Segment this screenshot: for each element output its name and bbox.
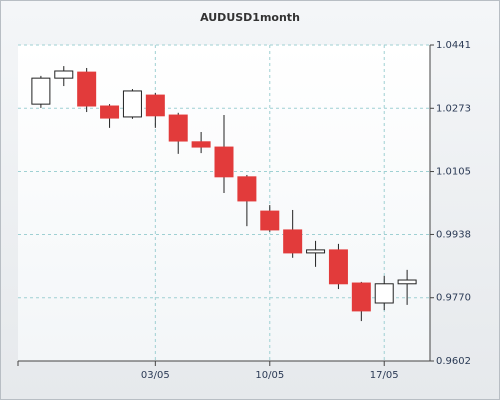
- candle-body: [122, 90, 142, 118]
- candle-body: [31, 77, 51, 105]
- x-tick-label: 03/05: [141, 370, 170, 381]
- candle-body: [191, 141, 211, 148]
- candle-body: [54, 70, 74, 79]
- y-tick-label: 1.0105: [436, 167, 471, 178]
- y-tick-label: 1.0441: [436, 40, 471, 51]
- y-tick-label: 1.0273: [436, 103, 471, 114]
- y-tick-label: 0.9938: [436, 229, 471, 240]
- candle-body: [397, 279, 417, 285]
- candle-body: [374, 283, 394, 304]
- candle-body: [145, 94, 165, 117]
- candle-body: [306, 249, 326, 254]
- candle-body: [168, 114, 188, 142]
- candle-body: [260, 210, 280, 231]
- chart-title: AUDUSD1month: [200, 11, 300, 24]
- x-tick-label: 17/05: [370, 370, 399, 381]
- candle-body: [351, 282, 371, 312]
- x-tick-label: 10/05: [255, 370, 284, 381]
- candle-body: [214, 146, 234, 178]
- candle-body: [328, 249, 348, 285]
- candle-body: [283, 229, 303, 254]
- candle-body: [100, 105, 120, 119]
- y-tick-label: 0.9602: [436, 356, 471, 367]
- candle-body: [237, 176, 257, 202]
- candle-body: [77, 71, 97, 107]
- y-tick-label: 0.9770: [436, 293, 471, 304]
